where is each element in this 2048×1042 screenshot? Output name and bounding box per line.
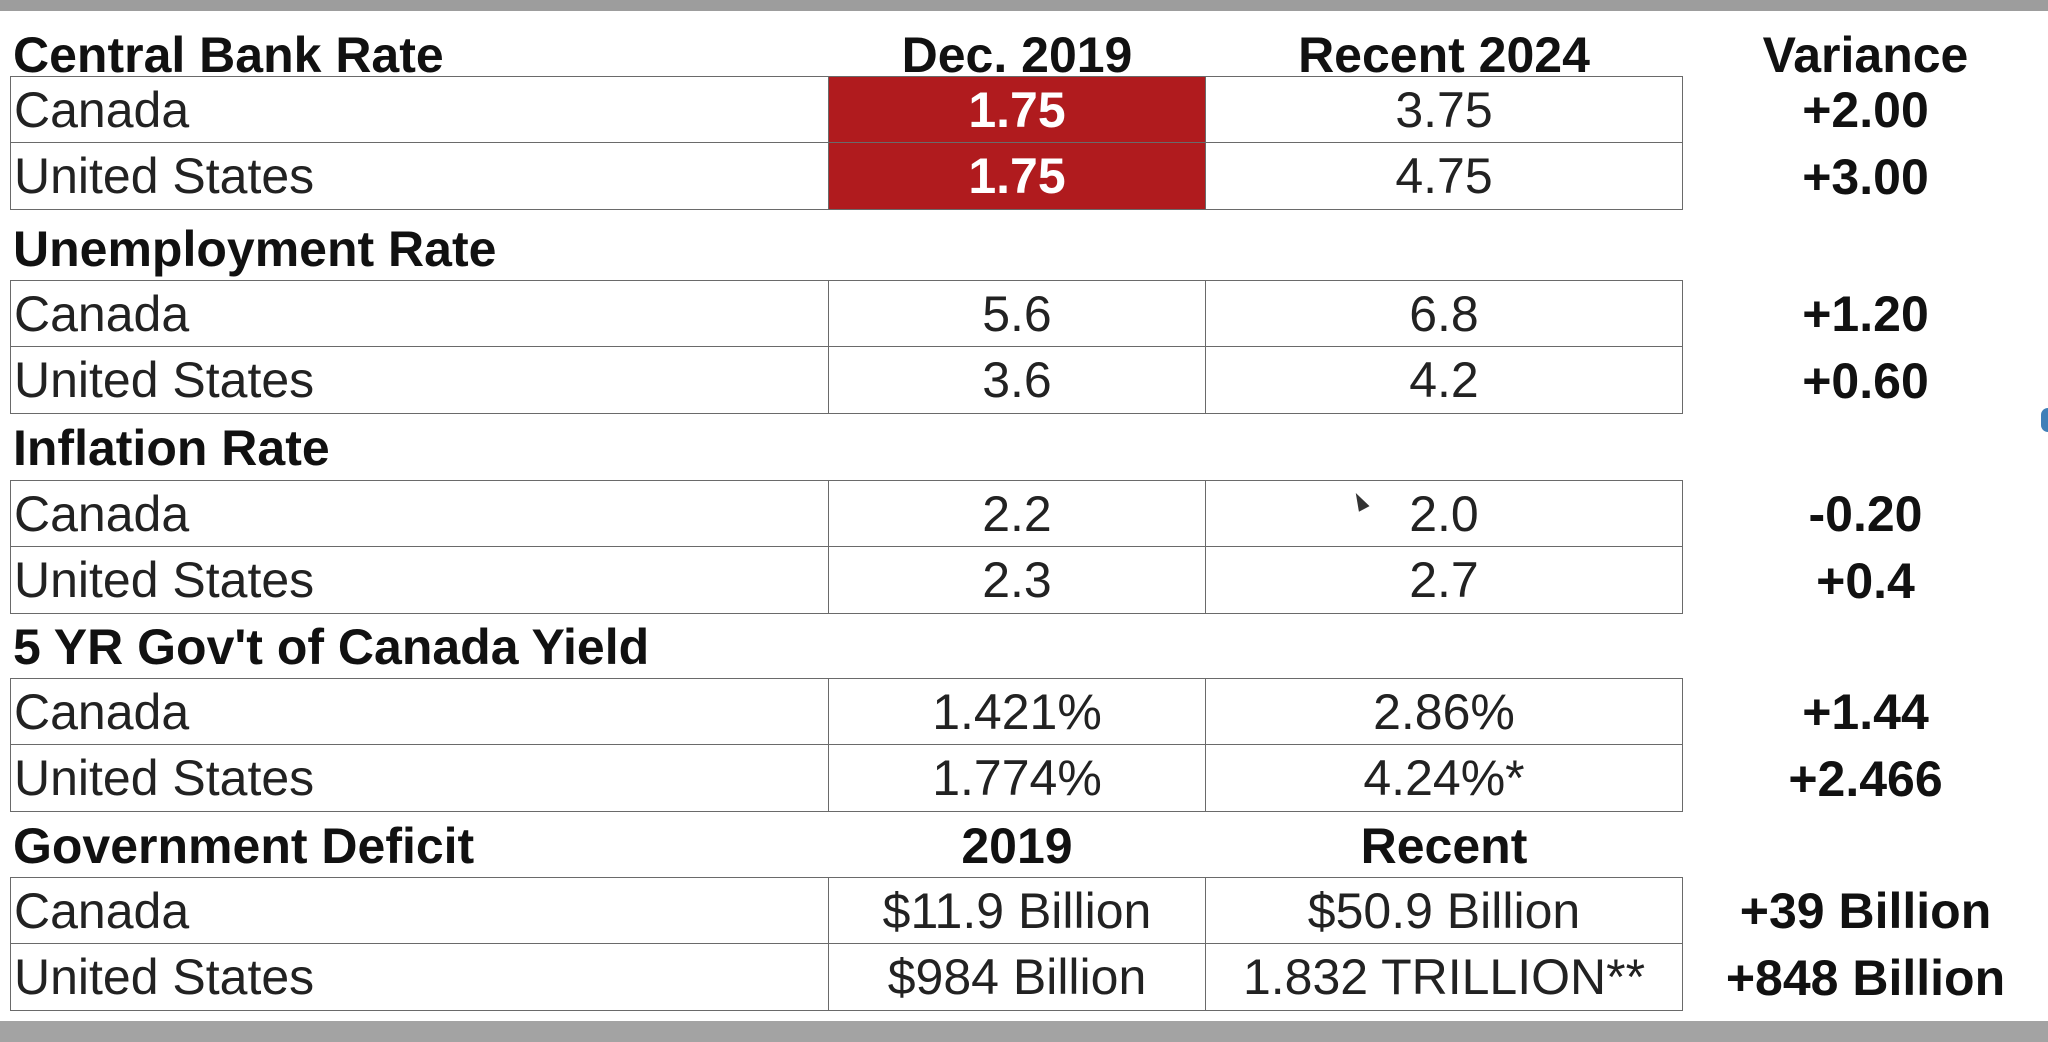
value-recent: 4.24%* xyxy=(1205,745,1683,812)
value-recent: $50.9 Billion xyxy=(1205,877,1683,944)
value-recent: 2.0 xyxy=(1205,480,1683,547)
value-variance: +1.20 xyxy=(1802,285,1929,342)
value-2019: 1.421% xyxy=(828,678,1206,745)
table-row: Canada 1.75 3.75 +2.00 xyxy=(0,76,2048,143)
value-variance: +1.44 xyxy=(1802,683,1929,740)
country-label: United States xyxy=(10,745,829,812)
table-row: Canada 2.2 2.0 -0.20 xyxy=(0,480,2048,547)
table-row: United States 1.774% 4.24%* +2.466 xyxy=(0,745,2048,812)
section-header-inflation-rate: Inflation Rate xyxy=(0,414,2048,481)
value-2019: 1.774% xyxy=(828,745,1206,812)
value-recent: 1.832 TRILLION** xyxy=(1205,944,1683,1011)
screen-frame-top xyxy=(0,0,2048,11)
section-header-government-deficit: Government Deficit 2019 Recent xyxy=(0,812,2048,879)
section-title: Unemployment Rate xyxy=(13,220,497,277)
table-row: Canada $11.9 Billion $50.9 Billion +39 B… xyxy=(0,877,2048,944)
comparison-table: Central Bank Rate Dec. 2019 Recent 2024 … xyxy=(0,11,2048,1021)
column-header-variance: Variance xyxy=(1762,26,1969,83)
section-header-unemployment-rate: Unemployment Rate xyxy=(0,215,2048,282)
value-recent: 2.86% xyxy=(1205,678,1683,745)
table-row: Canada 5.6 6.8 +1.20 xyxy=(0,280,2048,347)
table-row: Canada 1.421% 2.86% +1.44 xyxy=(0,678,2048,745)
column-header-recent-2024: Recent 2024 xyxy=(1298,26,1590,83)
value-variance: +39 Billion xyxy=(1739,882,1992,939)
table-row: United States $984 Billion 1.832 TRILLIO… xyxy=(0,944,2048,1011)
value-2019: 2.3 xyxy=(828,547,1206,614)
value-2019-highlighted: 1.75 xyxy=(828,76,1206,143)
country-label: Canada xyxy=(10,678,829,745)
value-variance: +3.00 xyxy=(1802,148,1929,205)
scroll-indicator[interactable] xyxy=(2041,408,2048,432)
table-row: United States 1.75 4.75 +3.00 xyxy=(0,143,2048,210)
column-header-2019: 2019 xyxy=(961,817,1073,874)
value-variance: +848 Billion xyxy=(1725,949,2006,1006)
section-title: Inflation Rate xyxy=(13,419,330,476)
country-label: Canada xyxy=(10,280,829,347)
section-header-5yr-yield: 5 YR Gov't of Canada Yield xyxy=(0,613,2048,680)
country-label: United States xyxy=(10,944,829,1011)
country-label: Canada xyxy=(10,76,829,143)
value-variance: +2.00 xyxy=(1802,81,1929,138)
value-variance: +2.466 xyxy=(1788,750,1943,807)
section-title: Government Deficit xyxy=(13,817,475,874)
country-label: United States xyxy=(10,347,829,414)
value-2019: 5.6 xyxy=(828,280,1206,347)
table-row: United States 3.6 4.2 +0.60 xyxy=(0,347,2048,414)
screen-frame-bottom xyxy=(0,1021,2048,1042)
section-title: Central Bank Rate xyxy=(13,26,444,83)
value-2019: $11.9 Billion xyxy=(828,877,1206,944)
value-variance: +0.4 xyxy=(1816,552,1915,609)
value-2019-highlighted: 1.75 xyxy=(828,143,1206,210)
value-recent: 4.75 xyxy=(1205,143,1683,210)
value-2019: 2.2 xyxy=(828,480,1206,547)
value-recent: 4.2 xyxy=(1205,347,1683,414)
country-label: United States xyxy=(10,143,829,210)
value-variance: -0.20 xyxy=(1808,485,1923,542)
country-label: United States xyxy=(10,547,829,614)
value-variance: +0.60 xyxy=(1802,352,1929,409)
value-recent: 2.7 xyxy=(1205,547,1683,614)
country-label: Canada xyxy=(10,877,829,944)
section-title: 5 YR Gov't of Canada Yield xyxy=(13,618,650,675)
value-recent: 6.8 xyxy=(1205,280,1683,347)
value-2019: $984 Billion xyxy=(828,944,1206,1011)
column-header-dec-2019: Dec. 2019 xyxy=(901,26,1133,83)
value-recent: 3.75 xyxy=(1205,76,1683,143)
column-header-recent: Recent xyxy=(1360,817,1528,874)
table-row: United States 2.3 2.7 +0.4 xyxy=(0,547,2048,614)
section-header-central-bank-rate: Central Bank Rate Dec. 2019 Recent 2024 … xyxy=(0,21,2048,88)
value-2019: 3.6 xyxy=(828,347,1206,414)
country-label: Canada xyxy=(10,480,829,547)
